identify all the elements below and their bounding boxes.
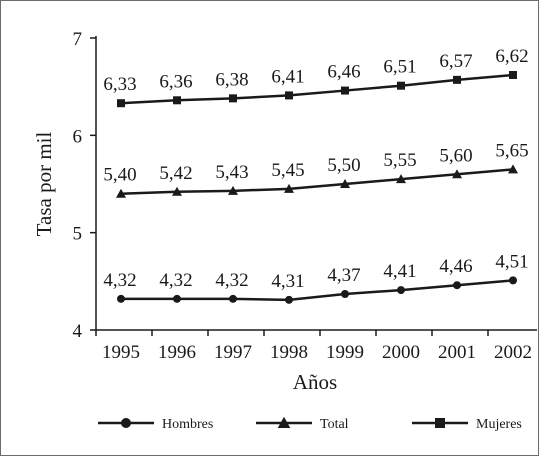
data-label-hombres: 4,32 bbox=[103, 270, 136, 291]
data-point-mujeres bbox=[285, 91, 293, 99]
data-label-total: 5,60 bbox=[439, 145, 472, 166]
data-label-total: 5,42 bbox=[159, 163, 192, 184]
data-point-hombres bbox=[229, 295, 237, 303]
data-label-total: 5,40 bbox=[103, 165, 136, 186]
data-label-mujeres: 6,51 bbox=[383, 57, 416, 78]
data-point-hombres bbox=[285, 296, 293, 304]
data-label-mujeres: 6,57 bbox=[439, 51, 472, 72]
data-label-total: 5,43 bbox=[215, 162, 248, 183]
data-label-total: 5,50 bbox=[327, 155, 360, 176]
x-ticks: 1995 1996 1997 1998 1999 2000 2001 2002 bbox=[96, 330, 539, 363]
series-layer: 6,33 6,36 6,38 6,41 6,46 6,51 6,57 6,62 5,40 5,42… bbox=[103, 46, 528, 304]
data-label-mujeres: 6,62 bbox=[495, 46, 528, 67]
data-label-hombres: 4,31 bbox=[271, 271, 304, 292]
y-tick-label: 4 bbox=[73, 321, 83, 342]
x-tick-label: 2002 bbox=[494, 342, 532, 363]
data-label-mujeres: 6,41 bbox=[271, 66, 304, 87]
data-point-hombres bbox=[117, 295, 125, 303]
data-label-total: 5,55 bbox=[383, 150, 416, 171]
legend-item-hombres: Hombres bbox=[98, 417, 213, 432]
data-point-mujeres bbox=[453, 76, 461, 84]
series-total: 5,40 5,42 5,43 5,45 5,50 5,55 5,60 5,65 bbox=[103, 140, 528, 197]
x-tick-label: 1998 bbox=[270, 342, 308, 363]
data-point-mujeres bbox=[397, 82, 405, 90]
data-point-hombres bbox=[341, 290, 349, 298]
legend-label-hombres: Hombres bbox=[162, 417, 213, 432]
y-axis-label: Tasa por mil bbox=[32, 131, 56, 236]
legend-label-total: Total bbox=[320, 417, 349, 432]
data-label-mujeres: 6,46 bbox=[327, 62, 360, 83]
data-point-mujeres bbox=[173, 96, 181, 104]
series-mujeres: 6,33 6,36 6,38 6,41 6,46 6,51 6,57 6,62 bbox=[103, 46, 528, 107]
y-tick-label: 6 bbox=[73, 126, 83, 147]
series-hombres: 4,32 4,32 4,32 4,31 4,37 4,41 4,46 4,51 bbox=[103, 251, 528, 303]
data-point-mujeres bbox=[341, 87, 349, 95]
data-point-hombres bbox=[509, 276, 517, 284]
x-tick-label: 2000 bbox=[382, 342, 420, 363]
data-point-hombres bbox=[453, 281, 461, 289]
y-tick-label: 7 bbox=[73, 29, 83, 50]
data-point-mujeres bbox=[229, 94, 237, 102]
legend-item-mujeres: Mujeres bbox=[412, 417, 522, 432]
x-tick-label: 1995 bbox=[102, 342, 140, 363]
data-label-mujeres: 6,36 bbox=[159, 71, 192, 92]
data-label-mujeres: 6,33 bbox=[103, 74, 136, 95]
data-point-hombres bbox=[173, 295, 181, 303]
data-label-hombres: 4,41 bbox=[383, 261, 416, 282]
data-label-hombres: 4,37 bbox=[327, 265, 360, 286]
y-ticks: 4 5 6 7 bbox=[73, 29, 97, 342]
legend: Hombres Total Mujeres bbox=[98, 417, 522, 432]
legend-item-total: Total bbox=[256, 417, 349, 432]
x-axis-label: Años bbox=[293, 370, 337, 394]
data-label-hombres: 4,32 bbox=[159, 270, 192, 291]
data-label-hombres: 4,46 bbox=[439, 256, 472, 277]
data-label-hombres: 4,32 bbox=[215, 270, 248, 291]
x-tick-label: 2001 bbox=[438, 342, 476, 363]
y-tick-label: 5 bbox=[73, 224, 83, 245]
x-tick-label: 1996 bbox=[158, 342, 196, 363]
data-label-total: 5,45 bbox=[271, 160, 304, 181]
data-label-mujeres: 6,38 bbox=[215, 69, 248, 90]
legend-marker-mujeres bbox=[435, 418, 445, 428]
data-point-mujeres bbox=[509, 71, 517, 79]
legend-marker-hombres bbox=[121, 418, 131, 428]
x-tick-label: 1997 bbox=[214, 342, 252, 363]
data-point-mujeres bbox=[117, 99, 125, 107]
data-label-hombres: 4,51 bbox=[495, 251, 528, 272]
legend-label-mujeres: Mujeres bbox=[476, 417, 522, 432]
x-tick-label: 1999 bbox=[326, 342, 364, 363]
data-point-hombres bbox=[397, 286, 405, 294]
data-label-total: 5,65 bbox=[495, 140, 528, 161]
